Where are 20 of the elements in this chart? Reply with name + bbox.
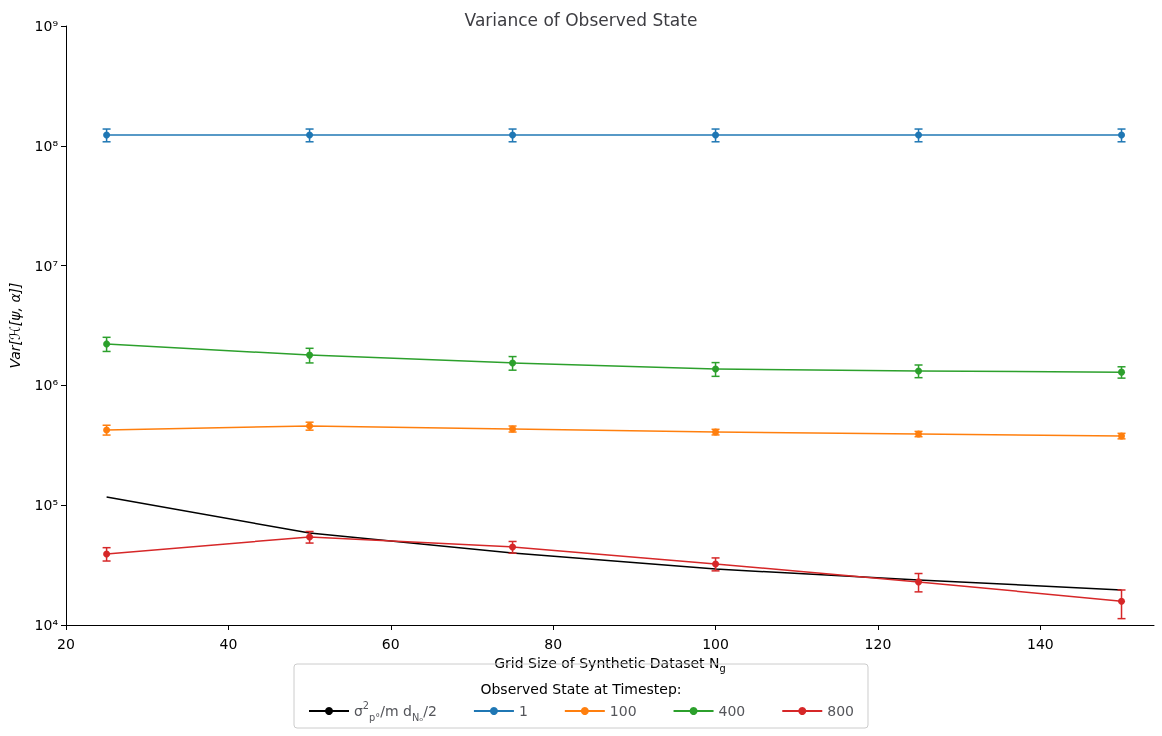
y-tick-label: 10⁴ xyxy=(34,617,59,633)
chart-title: Variance of Observed State xyxy=(464,9,698,30)
y-tick-label: 10⁷ xyxy=(34,257,58,274)
legend-label: 400 xyxy=(718,703,746,719)
x-tick-label: 140 xyxy=(1026,636,1054,652)
y-tick-label: 10⁸ xyxy=(34,137,59,154)
x-tick-label: 100 xyxy=(702,636,729,652)
y-tick-label: 10⁵ xyxy=(34,497,58,514)
legend-label: 800 xyxy=(827,703,855,719)
x-tick-label: 20 xyxy=(57,636,75,652)
legend-title: Observed State at Timestep: xyxy=(480,681,682,697)
y-axis-title: Var[ℋ[ψ, α]] xyxy=(7,282,23,369)
legend-label: 100 xyxy=(609,703,637,719)
x-tick-label: 80 xyxy=(544,636,563,652)
x-tick-label: 40 xyxy=(219,636,238,652)
x-tick-label: 120 xyxy=(864,636,892,652)
legend-label: 1 xyxy=(518,703,528,719)
y-tick-label: 10⁹ xyxy=(34,18,59,34)
y-tick-label: 10⁶ xyxy=(34,377,59,394)
x-tick-label: 60 xyxy=(381,636,400,652)
